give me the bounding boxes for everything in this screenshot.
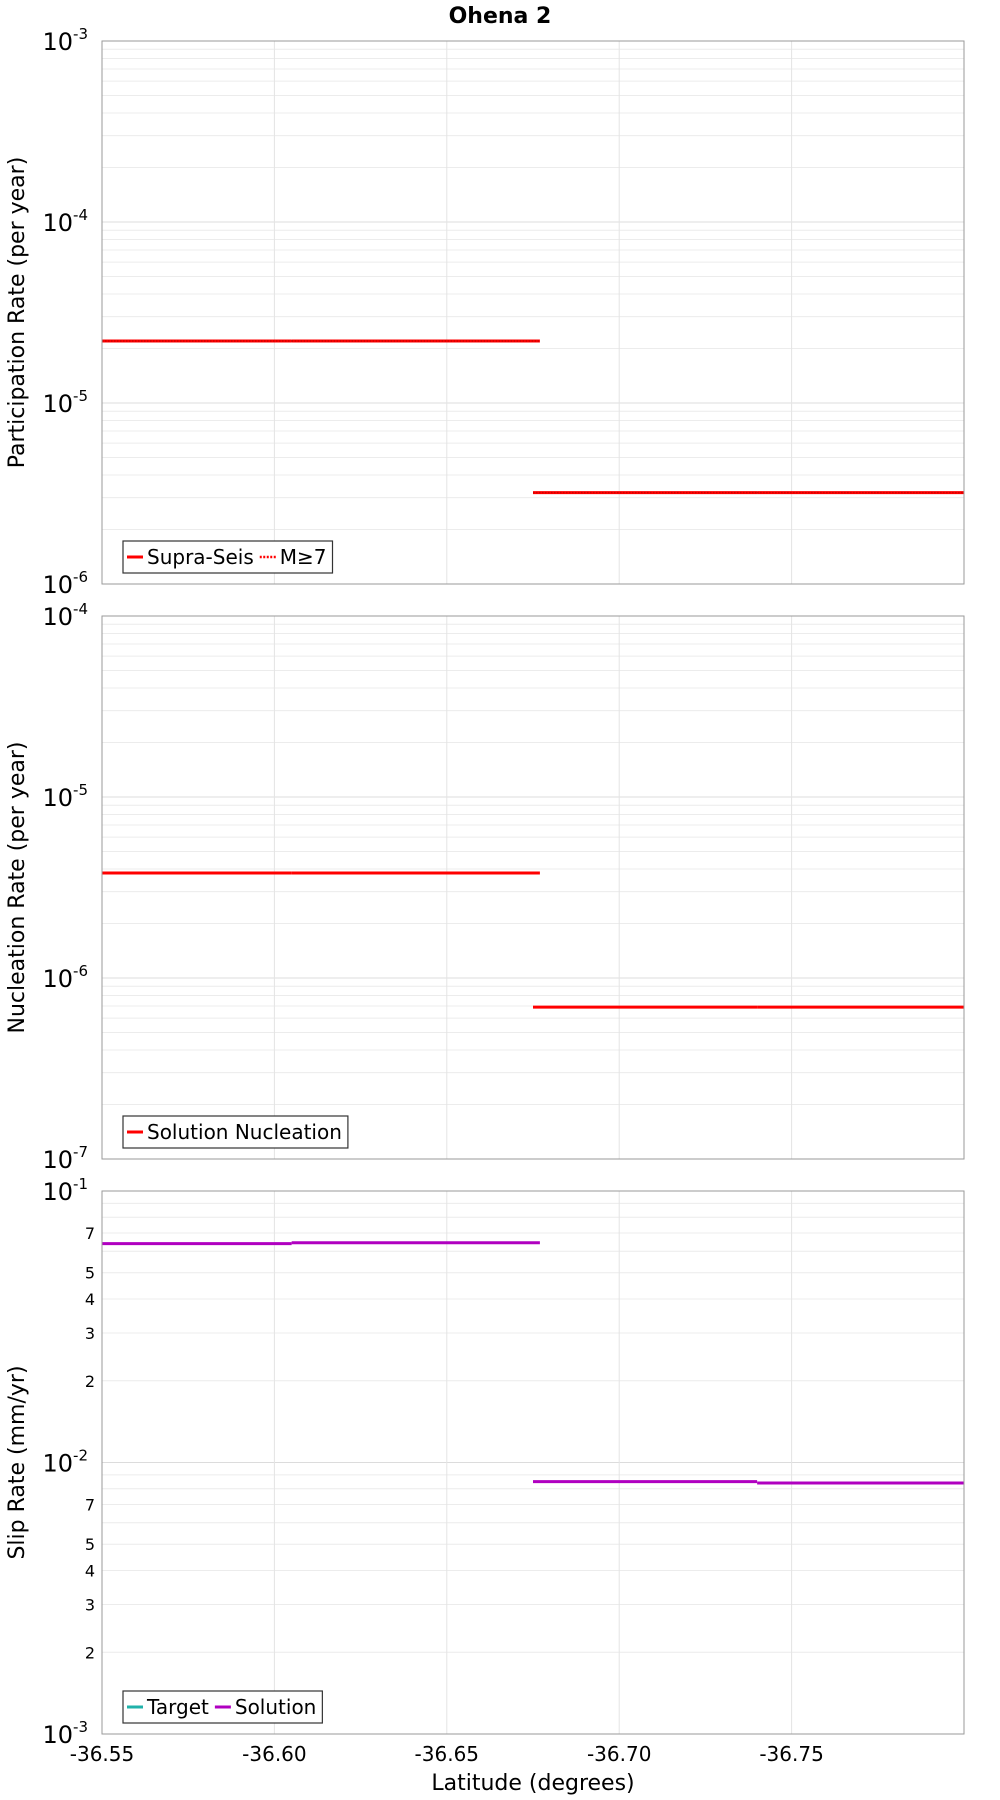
plot-frame [101,1190,965,1735]
y-tick-label: 10-3 [42,1718,88,1749]
y-tick-label: 10-7 [42,1143,88,1174]
y-tick-label: 10-6 [42,962,88,993]
x-tick-label: -36.60 [242,1742,306,1766]
y-tick-label: 10-6 [42,568,88,599]
chart-panels: 10-6 10-5 10-4 10-3 Participation Rate (per … [5,25,965,1766]
y-axis-label: Participation Rate (per year) [5,157,30,469]
y-tick-label: 10-4 [42,206,88,237]
panel-slip: 10-3 10-2 10-1 2 3 4 5 7 2 3 4 5 7 Slip Rate (mm/yr) -… [5,1175,965,1766]
legend-box [122,1115,349,1149]
y-axis-label: Nucleation Rate (per year) [5,742,30,1034]
x-tick-label: -36.65 [415,1742,479,1766]
plot-area [102,41,964,584]
figure-title: Ohena 2 [449,4,552,29]
legend-label: Supra-Seis [147,545,254,569]
legend: Target Solution [122,1690,323,1724]
y-tick-label: 10-5 [42,387,88,418]
y-minor-tick-label: 3 [85,1324,95,1343]
legend-label: Solution [235,1695,316,1719]
legend-label: Target [146,1695,209,1719]
legend-box [122,540,334,574]
plot-area [102,616,964,1159]
x-tick-label: -36.55 [70,1742,134,1766]
panel-nucleation: 10-7 10-6 10-5 10-4 Nucleation Rate (per yea… [5,600,965,1174]
legend-label: Solution Nucleation [147,1120,342,1144]
y-axis-label: Slip Rate (mm/yr) [5,1365,30,1559]
plot-frame [101,40,965,585]
y-tick-label: 10-5 [42,781,88,812]
y-minor-tick-label: 7 [85,1224,95,1243]
x-tick-label: -36.75 [759,1742,823,1766]
plot-frame [101,615,965,1160]
y-minor-tick-label: 7 [85,1496,95,1515]
y-minor-tick-label: 2 [85,1372,95,1391]
legend: Supra-Seis M≥7 [122,540,334,574]
series-solution [102,1241,964,1485]
panel-participation: 10-6 10-5 10-4 10-3 Participation Rate (per … [5,25,965,599]
y-tick-label: 10-4 [42,600,88,631]
series-m-7 [102,340,964,494]
y-minor-tick-label: 2 [85,1643,95,1662]
y-minor-tick-label: 5 [85,1264,95,1283]
y-minor-tick-label: 4 [85,1562,95,1581]
y-minor-tick-label: 3 [85,1595,95,1614]
y-tick-label: 10-1 [42,1175,88,1206]
y-tick-label: 10-2 [42,1447,88,1478]
x-tick-label: -36.70 [587,1742,651,1766]
y-tick-label: 10-3 [42,25,88,56]
y-minor-tick-label: 5 [85,1535,95,1554]
x-axis-label: Latitude (degrees) [431,1771,634,1796]
legend: Solution Nucleation [122,1115,349,1149]
series-solution-nucleation [102,871,964,1009]
legend-label: M≥7 [280,545,327,569]
y-minor-tick-label: 4 [85,1290,95,1309]
